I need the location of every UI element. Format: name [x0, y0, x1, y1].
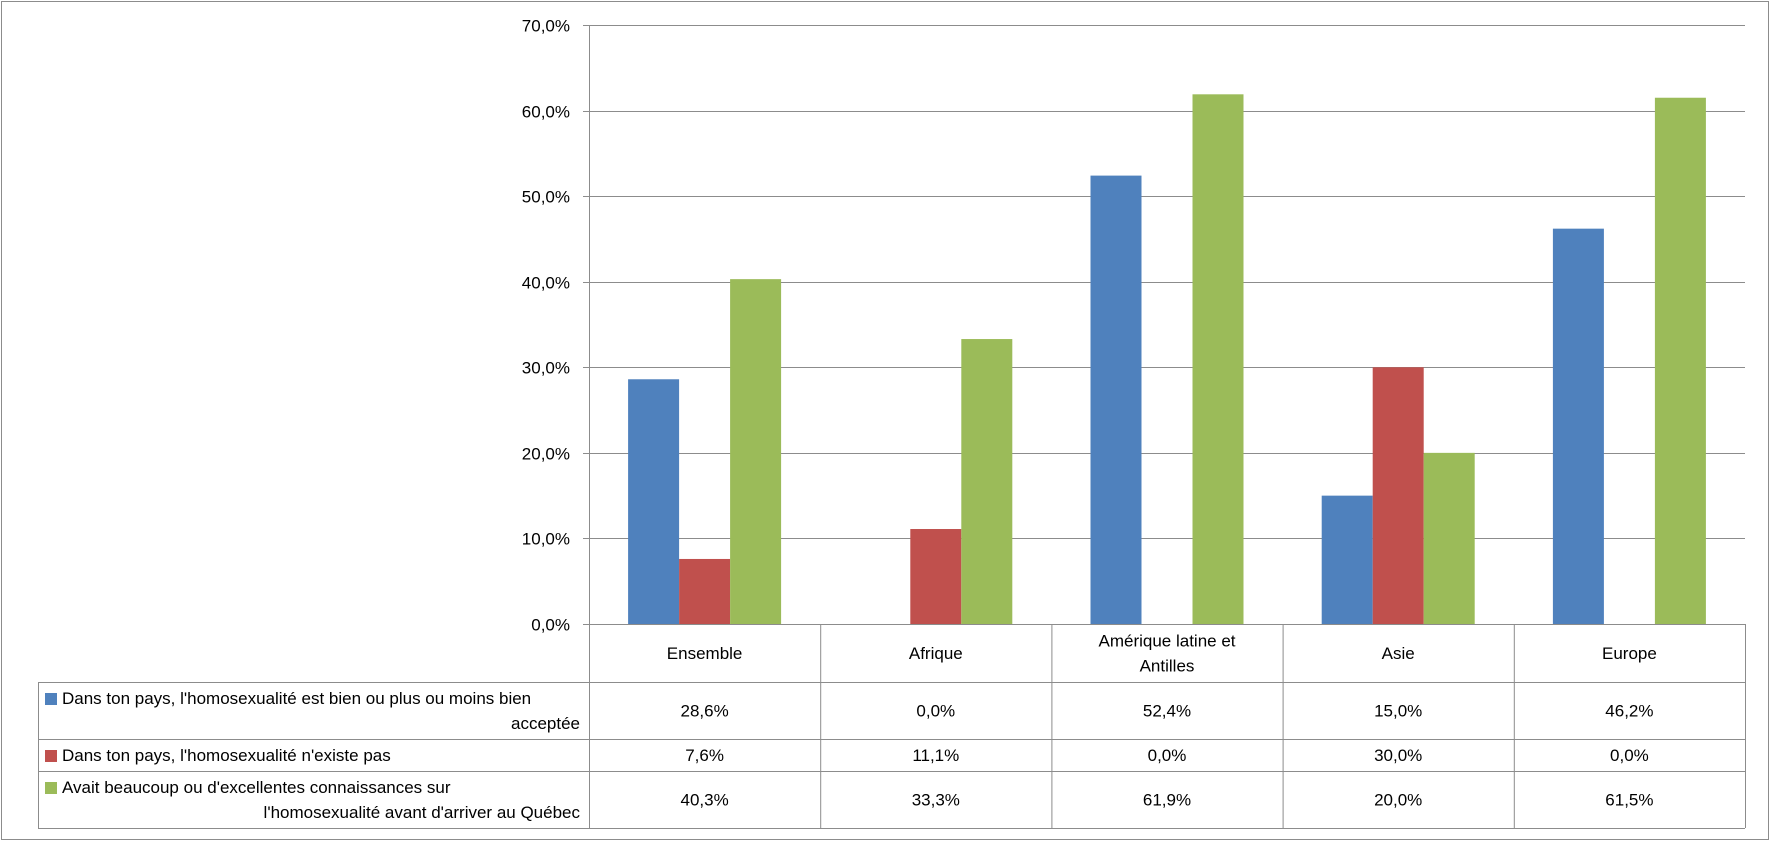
value-cell: 7,6% [685, 746, 724, 765]
bar [1552, 228, 1604, 624]
y-axis-ticks: 0,0% 10,0% 20,0% 30,0% 40,0% 50,0% 60,0% 70,0% [522, 17, 570, 635]
category-label: Afrique [909, 644, 963, 663]
bar [730, 279, 782, 624]
value-cell: 28,6% [680, 702, 728, 721]
value-cell: 40,3% [680, 791, 728, 810]
bar [679, 558, 731, 624]
value-cell: 0,0% [916, 702, 955, 721]
y-tick-label: 20,0% [522, 445, 570, 464]
value-cell: 61,5% [1605, 791, 1653, 810]
bar [1423, 452, 1475, 624]
bar [628, 379, 680, 624]
value-cell: 30,0% [1374, 746, 1422, 765]
category-label: Amérique latine et Antilles [1098, 632, 1235, 676]
value-cell: 0,0% [1610, 746, 1649, 765]
y-tick-label: 70,0% [522, 17, 570, 36]
bar [961, 339, 1013, 624]
value-cell: 52,4% [1143, 702, 1191, 721]
series-name: Dans ton pays, l'homosexualité est bien … [62, 689, 580, 733]
bar [910, 529, 962, 624]
value-cell: 46,2% [1605, 702, 1653, 721]
y-tick-label: 50,0% [522, 188, 570, 207]
value-cell: 20,0% [1374, 791, 1422, 810]
value-cell: 11,1% [912, 746, 959, 765]
y-tick-label: 0,0% [531, 616, 570, 635]
category-label: Asie [1382, 644, 1415, 663]
series-name: Dans ton pays, l'homosexualité n'existe … [62, 746, 391, 765]
value-cell: 33,3% [912, 791, 960, 810]
legend-swatch [45, 750, 57, 762]
y-tick-label: 40,0% [522, 274, 570, 293]
legend-swatch [45, 693, 57, 705]
y-tick-label: 10,0% [522, 530, 570, 549]
category-label: Europe [1602, 644, 1657, 663]
y-tick-label: 60,0% [522, 103, 570, 122]
value-cell: 61,9% [1143, 791, 1191, 810]
bar [1321, 495, 1373, 624]
series-name: Avait beaucoup ou d'excellentes connaiss… [62, 778, 580, 822]
bar [1192, 94, 1244, 624]
value-cell: 0,0% [1148, 746, 1187, 765]
y-tick-label: 30,0% [522, 359, 570, 378]
bars [628, 94, 1706, 624]
legend-swatch [45, 782, 57, 794]
bar [1090, 175, 1142, 624]
bar [1654, 97, 1706, 624]
bar [1372, 367, 1424, 624]
value-cell: 15,0% [1374, 702, 1422, 721]
data-table: Ensemble Afrique Amérique latine et Antille… [38, 624, 1746, 829]
category-label: Ensemble [667, 644, 743, 663]
